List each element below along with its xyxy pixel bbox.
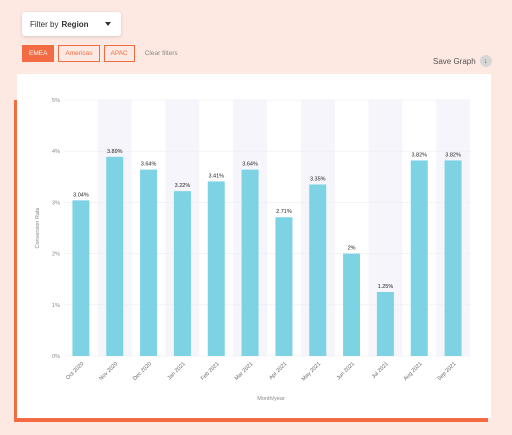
data-label: 3.04% [73, 192, 89, 198]
data-label: 3.41% [208, 173, 224, 179]
x-tick-label: Jul 2021 [371, 361, 390, 380]
region-filter-dropdown[interactable]: Filter by Region [22, 12, 121, 36]
bar [173, 191, 191, 356]
x-tick-label: Jan 2021 [167, 361, 187, 381]
data-label: 3.82% [445, 152, 461, 158]
x-axis-label: Month/year [257, 396, 285, 402]
x-tick-label: Sep 2021 [437, 361, 458, 382]
data-label: 3.35% [310, 176, 326, 182]
bar [140, 169, 158, 356]
x-tick-label: Aug 2021 [403, 361, 424, 382]
caret-down-icon [105, 22, 111, 26]
x-tick-label: Apr 2021 [268, 361, 288, 381]
y-tick-label: 4% [52, 149, 60, 155]
y-tick-label: 0% [52, 354, 60, 360]
clear-filters-link[interactable]: Clear filters [144, 50, 178, 57]
chip-apac[interactable]: APAC [103, 45, 135, 62]
x-tick-label: Jun 2021 [336, 361, 356, 381]
x-tick-label: Nov 2020 [98, 361, 119, 382]
region-chip-group: EMEA Americas APAC Clear filters [22, 45, 178, 62]
x-tick-label: May 2021 [301, 361, 322, 382]
chip-emea[interactable]: EMEA [22, 45, 55, 62]
data-label: 1.25% [378, 284, 394, 290]
bar [106, 156, 124, 356]
data-label: 3.82% [411, 152, 427, 158]
data-label: 3.64% [242, 162, 258, 168]
x-tick-label: Feb 2021 [200, 361, 221, 382]
bar [309, 184, 327, 356]
x-tick-label: Mar 2021 [234, 361, 255, 382]
y-tick-label: 3% [52, 200, 60, 206]
y-tick-label: 1% [52, 303, 60, 309]
save-graph-label: Save Graph [433, 56, 476, 66]
bar [207, 181, 225, 356]
data-label: 2% [348, 246, 356, 252]
x-tick-label: Dec 2020 [132, 361, 153, 382]
data-label: 3.64% [141, 162, 157, 168]
bar [72, 200, 90, 356]
save-graph-button[interactable]: Save Graph ↓ [433, 55, 492, 67]
y-tick-label: 2% [52, 252, 60, 258]
bar [241, 169, 259, 356]
download-icon: ↓ [479, 55, 492, 67]
bar [410, 160, 428, 356]
bar [376, 292, 394, 356]
data-label: 3.22% [175, 183, 191, 189]
filter-prefix-label: Filter by [30, 19, 59, 29]
x-tick-label: Oct 2020 [65, 361, 85, 381]
chip-americas[interactable]: Americas [58, 45, 100, 62]
data-label: 2.71% [276, 209, 292, 215]
bar [343, 253, 361, 356]
data-label: 3.89% [107, 149, 123, 155]
filter-value-label: Region [61, 19, 89, 29]
y-tick-label: 5% [52, 98, 60, 104]
y-axis-label: Conversion Rate [35, 208, 41, 249]
bar [444, 160, 462, 356]
bar [275, 217, 293, 356]
